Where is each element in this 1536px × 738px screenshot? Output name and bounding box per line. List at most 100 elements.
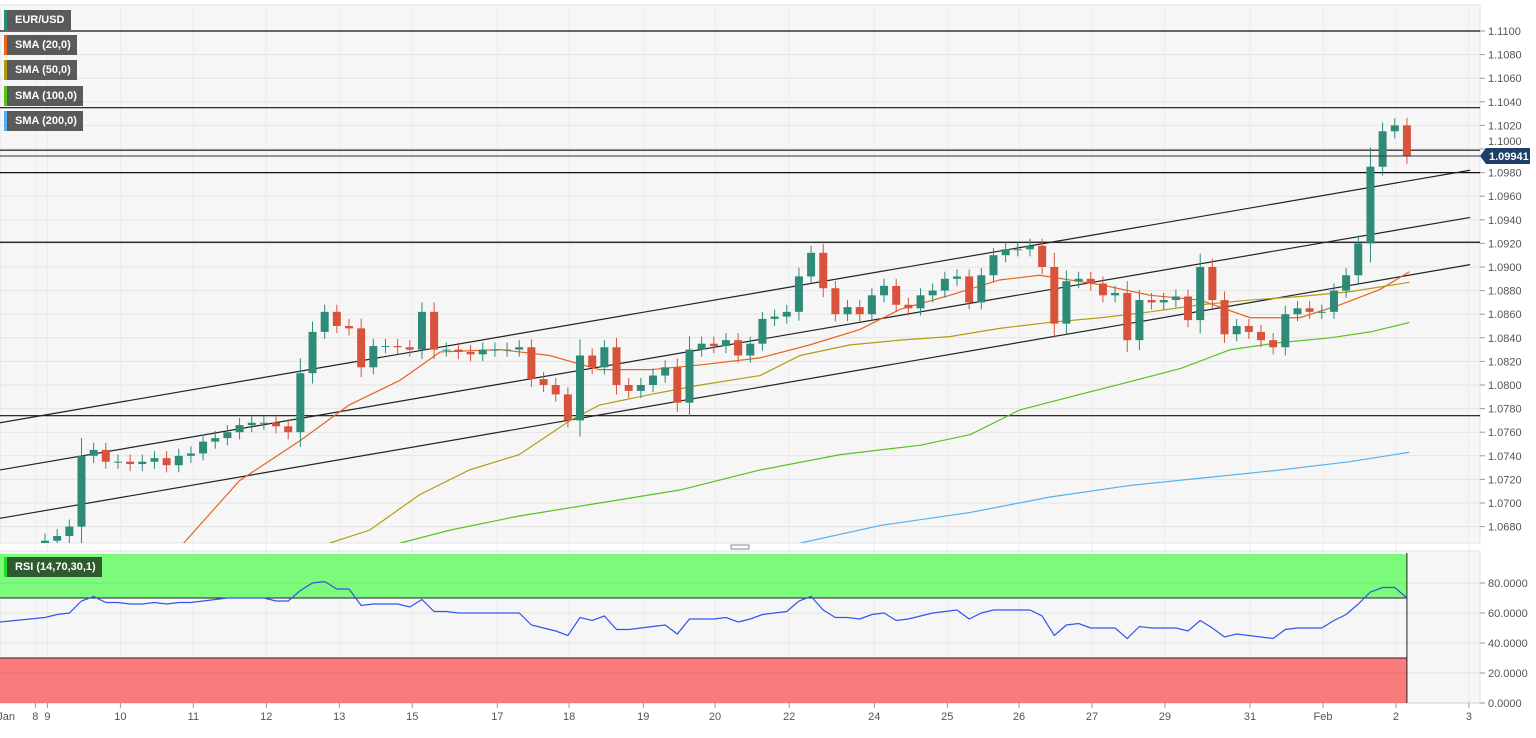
y-tick-label: 1.0960 [1488,191,1522,203]
candle-body [150,458,159,462]
candle-body [199,441,208,454]
candle-body [296,373,305,433]
candle-body [576,355,585,421]
legend-sma200[interactable]: SMA (200,0) [4,111,83,131]
candle-body [673,367,682,403]
candle-body [345,326,353,329]
candle-body [211,438,220,442]
y-tick-label: 1.0920 [1488,238,1522,250]
y-tick-label: 1.0700 [1488,498,1522,510]
y-tick-label: 1.1000 [1488,136,1522,148]
x-tick-label: Feb [1314,711,1333,723]
candle-body [186,453,195,456]
candle-body [369,346,378,368]
candle-body [1147,300,1156,303]
candle-body [272,422,281,427]
candle-body [1171,296,1180,301]
candle-body [284,426,293,433]
current-price-badge [1480,147,1530,164]
candle-body [503,349,512,351]
candle-body [454,349,463,352]
candle-body [770,316,779,319]
candle-body [709,343,718,347]
x-tick-label: 12 [260,711,272,723]
candle-body [138,461,147,465]
x-tick-label: 25 [941,711,953,723]
candle-body [53,536,62,541]
candle-body [551,385,560,395]
legend-rsi[interactable]: RSI (14,70,30,1) [4,557,102,577]
candle-body [1135,300,1144,341]
candle-body [223,432,232,439]
y-tick-label: 1.1080 [1488,50,1522,62]
x-tick-label: 22 [783,711,795,723]
legend-label: SMA (100,0) [15,90,77,102]
x-tick-label: 9 [44,711,50,723]
candle-body [308,331,317,374]
candle-body [1329,290,1338,312]
candle-body [405,347,414,350]
x-tick-label: 17 [491,711,503,723]
legend-sma50[interactable]: SMA (50,0) [4,60,77,80]
candle-body [320,311,329,332]
x-tick-label: 8 [32,711,38,723]
trendline [0,169,1471,424]
candle-body [65,526,74,537]
x-tick-label: 27 [1086,711,1098,723]
candle-body [758,318,767,344]
candle-body [685,349,694,403]
x-tick-label: 10 [114,711,126,723]
rsi-y-tick-label: 40.0000 [1488,638,1528,650]
x-tick-label: 15 [406,711,418,723]
x-tick-label: 29 [1159,711,1171,723]
x-tick-label: 18 [563,711,575,723]
candle-body [1378,131,1387,167]
candle-body [600,347,609,368]
candle-body [867,295,876,315]
candle-body [928,290,937,296]
candle-body [1220,300,1229,335]
candle-body [381,346,390,348]
candle-body [661,367,670,376]
candle-body [1305,308,1314,312]
candle-body [612,347,621,385]
x-tick-label: 13 [333,711,345,723]
legend-sma100[interactable]: SMA (100,0) [4,86,83,106]
y-tick-label: 1.1020 [1488,120,1522,132]
x-tick-label: Jan [0,711,15,723]
x-tick-label: 2 [1393,711,1399,723]
current-price-label: 1.09941 [1489,151,1529,163]
legend-eurusd[interactable]: EUR/USD [4,10,71,30]
candle-body [113,461,122,463]
candle-body [101,449,110,462]
candle-body [819,252,828,289]
candle-body [527,347,536,380]
candle-body [1281,314,1290,348]
legend-label: SMA (50,0) [15,64,71,76]
candle-body [880,285,889,296]
candle-body [1257,331,1265,341]
y-tick-label: 1.0740 [1488,451,1522,463]
y-tick-label: 1.0840 [1488,333,1522,345]
main-pane-bg [0,4,1481,544]
legend-label: SMA (200,0) [15,115,77,127]
candle-body [916,295,925,309]
candle-body [1269,340,1278,348]
y-tick-label: 1.0820 [1488,356,1522,368]
x-tick-label: 11 [188,711,199,723]
candle-body [649,375,657,385]
y-tick-label: 1.0900 [1488,262,1522,274]
candle-body [636,385,645,391]
oversold-zone [0,658,1407,703]
candle-body [940,278,949,291]
candle-body [1366,166,1375,244]
legend-sma20[interactable]: SMA (20,0) [4,35,77,55]
candle-body [1293,308,1302,315]
main-plot [0,30,1480,543]
candle-body [235,425,244,433]
x-tick-label: 3 [1466,711,1472,723]
candle-body [174,455,183,466]
x-tick-label: 19 [637,711,649,723]
x-tick-label: 24 [868,711,880,723]
